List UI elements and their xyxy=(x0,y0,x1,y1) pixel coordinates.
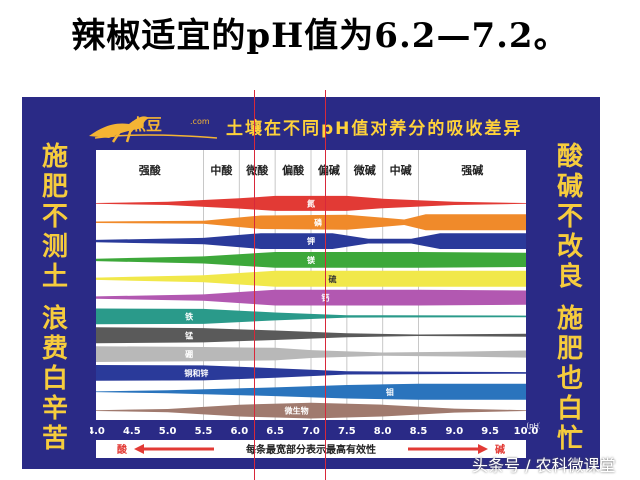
x-unit-label: (pH) xyxy=(526,422,540,430)
zone-label: 中酸 xyxy=(210,163,233,177)
nutrient-label: 铜和锌 xyxy=(184,368,208,378)
left-slogan-char: 不 xyxy=(41,202,68,232)
zone-label: 偏碱 xyxy=(318,163,340,177)
nutrient-label: 硫 xyxy=(329,274,337,284)
x-tick-label: 5.5 xyxy=(195,426,213,437)
x-tick-label: 8.0 xyxy=(374,426,392,437)
zone-label: 微碱 xyxy=(353,163,376,177)
zone-label: 强碱 xyxy=(461,163,483,177)
x-tick-label: 10.0 xyxy=(514,426,539,437)
nutrient-band xyxy=(96,383,526,400)
watermark: 头条号 / 农科微课堂 xyxy=(472,456,616,475)
x-tick-label: 6.0 xyxy=(230,426,248,437)
bottom-bar xyxy=(96,440,526,458)
right-slogan-char: 施 xyxy=(556,304,583,334)
left-slogan-char: 土 xyxy=(41,262,68,292)
left-slogan-char: 浪 xyxy=(41,304,68,334)
nutrient-band xyxy=(96,402,526,419)
base-label: 碱 xyxy=(495,443,505,456)
nutrient-band xyxy=(96,327,526,344)
left-slogan: 施 肥 不 测 土 浪 费 白 辛 苦 xyxy=(40,142,70,454)
nutrient-band xyxy=(96,195,526,211)
zone-label: 微酸 xyxy=(245,163,269,177)
nutrient-label: 镁 xyxy=(307,255,315,265)
nutrient-label: 锰 xyxy=(185,330,193,340)
right-slogan-char: 酸 xyxy=(556,142,583,172)
right-slogan-char: 忙 xyxy=(556,424,583,454)
nutrient-label: 钼 xyxy=(386,387,394,397)
reference-line xyxy=(325,90,327,480)
nutrient-band xyxy=(96,252,526,268)
nutrient-label: 氮 xyxy=(307,198,315,208)
x-tick-label: 8.5 xyxy=(410,426,428,437)
x-tick-label: 4.5 xyxy=(123,426,141,437)
right-slogan-char: 肥 xyxy=(556,334,583,364)
left-slogan-char: 白 xyxy=(41,364,68,394)
right-arrow-head-icon xyxy=(478,444,488,454)
nutrient-band xyxy=(96,214,526,231)
x-tick-label: 6.5 xyxy=(266,426,284,437)
zone-label: 中碱 xyxy=(390,163,412,177)
nutrient-availability-chart: 强酸中酸微酸偏酸偏碱微碱中碱强碱氮磷钾镁硫钙铁锰硼铜和锌钼微生物4.04.55.… xyxy=(90,150,540,458)
headline: 辣椒适宜的pH值为6.2—7.2。 xyxy=(71,16,569,56)
nutrient-label: 硼 xyxy=(185,349,193,359)
x-tick-label: 9.0 xyxy=(445,426,463,437)
left-slogan-char: 肥 xyxy=(41,172,68,202)
logo-domain: .com xyxy=(190,117,210,126)
left-slogan-char: 辛 xyxy=(41,394,68,424)
left-slogan-char: 费 xyxy=(41,334,68,364)
right-slogan: 酸 碱 不 改 良 施 肥 也 白 忙 xyxy=(555,142,585,454)
left-arrow-head-icon xyxy=(134,444,144,454)
reference-line xyxy=(253,90,255,480)
x-tick-label: 7.5 xyxy=(338,426,356,437)
nutrient-band xyxy=(96,270,526,287)
horse-logo-icon xyxy=(89,116,218,143)
right-slogan-char: 改 xyxy=(556,232,583,262)
logo-name: 点豆 xyxy=(130,115,163,134)
right-slogan-char: 白 xyxy=(556,394,583,424)
left-slogan-char: 施 xyxy=(41,142,68,172)
nutrient-band xyxy=(96,365,526,381)
nutrient-label: 磷 xyxy=(314,217,323,227)
x-tick-label: 9.5 xyxy=(481,426,499,437)
x-tick-label: 4.0 xyxy=(90,426,105,437)
right-slogan-char: 不 xyxy=(556,202,583,232)
nutrient-band xyxy=(96,233,526,249)
left-slogan-char: 苦 xyxy=(41,424,68,454)
nutrient-label: 钾 xyxy=(307,236,315,246)
left-slogan-char: 测 xyxy=(41,232,68,262)
nutrient-band xyxy=(96,308,526,325)
nutrient-label: 铁 xyxy=(185,311,193,321)
acid-label: 酸 xyxy=(117,443,128,456)
right-slogan-char: 也 xyxy=(556,364,583,394)
x-tick-label: 5.0 xyxy=(159,426,177,437)
zone-label: 强酸 xyxy=(139,163,162,177)
nutrient-label: 微生物 xyxy=(284,406,309,416)
chart-title: 土壤在不同pH值对养分的吸收差异 xyxy=(226,119,523,139)
nutrient-band xyxy=(96,346,526,362)
nutrient-band xyxy=(96,289,526,306)
right-slogan-char: 碱 xyxy=(556,172,583,202)
x-tick-label: 7.0 xyxy=(302,426,320,437)
zone-label: 偏酸 xyxy=(282,163,305,177)
right-slogan-char: 良 xyxy=(556,262,583,292)
bottom-note: 每条最宽部分表示最高有效性 xyxy=(246,443,376,456)
